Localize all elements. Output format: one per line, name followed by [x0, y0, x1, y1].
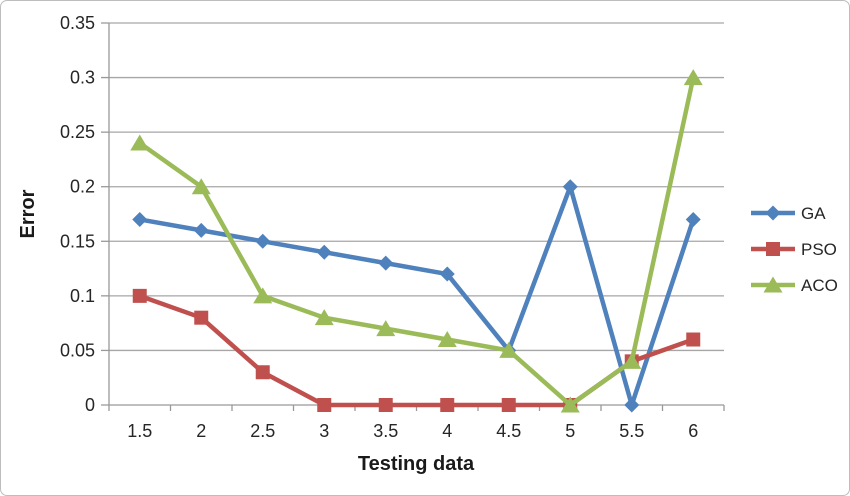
gridlines	[109, 22, 724, 352]
marker-GA	[685, 211, 701, 227]
marker-PSO	[132, 288, 147, 303]
legend-label-GA: GA	[801, 204, 826, 223]
x-tick-label: 2.5	[250, 421, 275, 441]
data-series	[130, 69, 703, 413]
marker-PSO	[686, 332, 701, 347]
x-tick-label: 4.5	[496, 421, 521, 441]
y-tick-label: 0.35	[60, 13, 95, 33]
legend-item-PSO: PSO	[751, 240, 837, 259]
marker-ACO	[683, 69, 703, 86]
marker-PSO	[194, 310, 209, 325]
marker-ACO	[314, 309, 334, 326]
x-tick-label: 5	[565, 421, 575, 441]
marker-GA	[624, 397, 640, 413]
axes: 0 0.05 0.1 0.15 0.2 0.25 0.3 0.35 1.5 2 2.5 3 3.5 4 4.…	[60, 13, 725, 441]
marker-ACO	[130, 134, 150, 151]
y-tick-label: 0.1	[70, 286, 95, 306]
marker-ACO	[437, 331, 457, 348]
x-tick-label: 3	[319, 421, 329, 441]
marker-GA	[316, 244, 332, 260]
marker-ACO	[376, 320, 396, 337]
marker-PSO	[378, 398, 393, 412]
marker-GA	[255, 233, 271, 249]
marker-ACO	[560, 396, 580, 413]
marker-ACO	[191, 178, 211, 195]
y-tick-label: 0.05	[60, 340, 95, 360]
legend-marker-ACO	[763, 276, 783, 293]
marker-PSO	[440, 398, 455, 412]
y-tick-label: 0	[85, 395, 95, 415]
y-axis-title: Error	[17, 189, 39, 238]
legend-label-ACO: ACO	[801, 276, 838, 295]
x-tick-label: 4	[442, 421, 452, 441]
x-tick-label: 3.5	[373, 421, 398, 441]
x-tick-label: 1.5	[127, 421, 152, 441]
marker-GA	[378, 255, 394, 271]
legend-marker-PSO	[766, 242, 780, 256]
series-ACO	[130, 69, 703, 413]
marker-ACO	[253, 287, 273, 304]
y-tick-label: 0.2	[70, 177, 95, 197]
y-tick-label: 0.25	[60, 122, 95, 142]
series-line-GA	[137, 184, 696, 408]
marker-GA	[193, 222, 209, 238]
marker-ACO	[622, 352, 642, 369]
x-tick-label: 5.5	[619, 421, 644, 441]
legend-marker-GA	[765, 205, 781, 221]
x-tick-label: 2	[196, 421, 206, 441]
x-tick-label: 6	[688, 421, 698, 441]
legend-item-GA: GA	[751, 204, 826, 223]
marker-GA	[562, 179, 578, 195]
marker-PSO	[501, 398, 516, 412]
legend-label-PSO: PSO	[801, 240, 837, 259]
marker-GA	[439, 266, 455, 282]
x-axis-title: Testing data	[358, 453, 475, 475]
y-tick-label: 0.3	[70, 68, 95, 88]
y-tick-label: 0.15	[60, 231, 95, 251]
marker-PSO	[317, 398, 332, 412]
marker-GA	[132, 211, 148, 227]
marker-PSO	[255, 365, 270, 380]
marker-ACO	[499, 341, 519, 358]
legend: GA PSO ACO	[751, 204, 838, 295]
legend-item-ACO: ACO	[751, 276, 838, 295]
series-line-ACO	[137, 75, 696, 408]
